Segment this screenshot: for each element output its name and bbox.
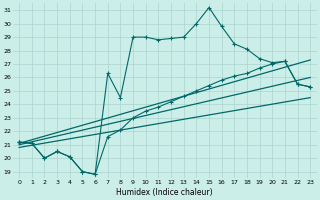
X-axis label: Humidex (Indice chaleur): Humidex (Indice chaleur) [116,188,213,197]
